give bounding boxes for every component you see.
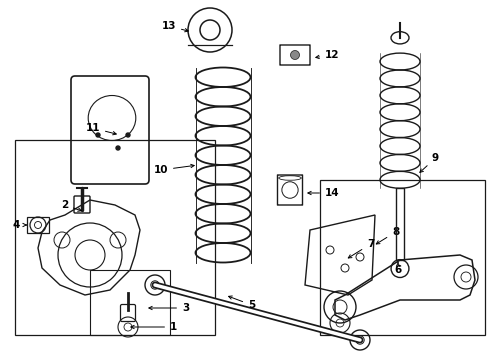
Bar [27,217,49,233]
Text: 13: 13 [161,21,188,32]
Text: 11: 11 [85,123,116,135]
Text: 8: 8 [376,227,398,244]
Text: 2: 2 [61,200,81,211]
Text: 3: 3 [148,303,189,313]
Bar [319,180,484,335]
Bar [15,140,215,335]
Text: 1: 1 [131,322,177,332]
Circle shape [290,50,299,59]
Bar [90,270,170,335]
Circle shape [96,133,100,137]
Circle shape [126,133,130,137]
Bar [395,188,404,260]
Circle shape [116,146,120,150]
Text: 10: 10 [153,164,194,175]
Text: 4: 4 [13,220,26,230]
Text: 12: 12 [315,50,339,60]
Text: 6: 6 [393,262,401,275]
Text: 5: 5 [228,296,255,310]
Text: 9: 9 [419,153,438,172]
Text: 7: 7 [347,239,374,258]
Text: 14: 14 [307,188,339,198]
